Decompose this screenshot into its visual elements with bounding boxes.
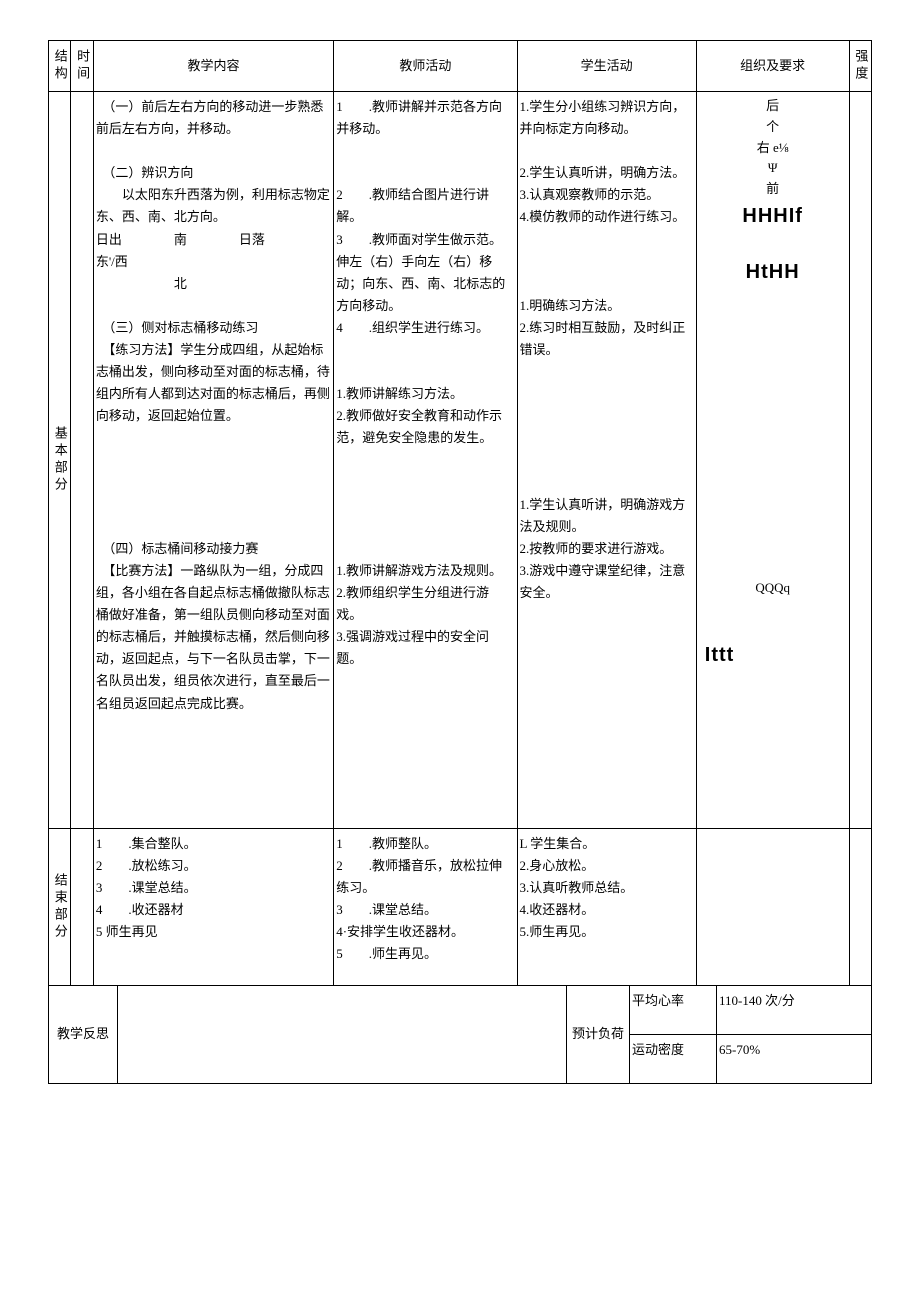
- footer-row-1: 教学反思 预计负荷 平均心率 110-140 次/分: [49, 986, 872, 1035]
- intensity-basic: [849, 92, 871, 829]
- hdr-student: 学生活动: [517, 41, 696, 92]
- hdr-time: 时间: [71, 41, 93, 92]
- label-end: 结束部分: [49, 829, 71, 986]
- org-end: [696, 829, 849, 986]
- org-glyph-3: Ittt: [699, 639, 847, 671]
- header-row: 结构 时间 教学内容 教师活动 学生活动 组织及要求 强度: [49, 41, 872, 92]
- teacher-end: 1 .教师整队。 2 .教师播音乐，放松拉伸练习。 3 .课堂总结。 4·安排学…: [334, 829, 517, 986]
- student-basic: 1.学生分小组练习辨识方向，并向标定方向移动。 2.学生认真听讲，明确方法。 3…: [517, 92, 696, 829]
- reflect-label: 教学反思: [49, 986, 118, 1084]
- footer-table: 教学反思 预计负荷 平均心率 110-140 次/分 运动密度 65-70%: [48, 986, 872, 1084]
- hdr-struct: 结构: [49, 41, 71, 92]
- content-end: 1 .集合整队。 2 .放松练习。 3 .课堂总结。 4 .收还器材 5 师生再…: [93, 829, 333, 986]
- density-value: 65-70%: [717, 1035, 872, 1084]
- time-end: [71, 829, 93, 986]
- content-basic: （一）前后左右方向的移动进一步熟悉前后左右方向，并移动。 （二）辨识方向 以太阳…: [93, 92, 333, 829]
- org-diagram-2: QQQq: [699, 578, 847, 599]
- hdr-intensity: 强度: [849, 41, 871, 92]
- org-glyph-1: HHHIf: [699, 200, 847, 232]
- label-basic: 基本部分: [49, 92, 71, 829]
- teacher-basic: 1 .教师讲解并示范各方向并移动。 2 .教师结合图片进行讲解。 3 .教师面对…: [334, 92, 517, 829]
- hr-label: 平均心率: [630, 986, 717, 1035]
- intensity-end: [849, 829, 871, 986]
- hr-value: 110-140 次/分: [717, 986, 872, 1035]
- lesson-plan-table: 结构 时间 教学内容 教师活动 学生活动 组织及要求 强度 基本部分 （一）前后…: [48, 40, 872, 986]
- density-label: 运动密度: [630, 1035, 717, 1084]
- hdr-org: 组织及要求: [696, 41, 849, 92]
- student-end: L 学生集合。 2.身心放松。 3.认真听教师总结。 4.收还器材。 5.师生再…: [517, 829, 696, 986]
- org-glyph-2: HtHH: [699, 256, 847, 288]
- reflect-body: [118, 986, 567, 1084]
- row-basic: 基本部分 （一）前后左右方向的移动进一步熟悉前后左右方向，并移动。 （二）辨识方…: [49, 92, 872, 829]
- org-diagram-1: 后 个 右 e⅛ Ψ 前: [699, 96, 847, 200]
- hdr-teacher: 教师活动: [334, 41, 517, 92]
- time-basic: [71, 92, 93, 829]
- row-end: 结束部分 1 .集合整队。 2 .放松练习。 3 .课堂总结。 4 .收还器材 …: [49, 829, 872, 986]
- org-basic: 后 个 右 e⅛ Ψ 前 HHHIf HtHH QQQq Ittt: [696, 92, 849, 829]
- hdr-content: 教学内容: [93, 41, 333, 92]
- predict-label: 预计负荷: [567, 986, 630, 1084]
